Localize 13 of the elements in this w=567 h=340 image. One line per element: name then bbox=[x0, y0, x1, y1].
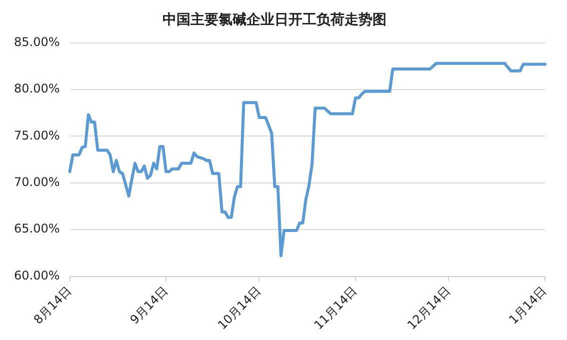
x-tick-label: 11月14日 bbox=[311, 284, 360, 332]
y-tick-label: 70.00% bbox=[14, 174, 60, 189]
x-tick-label: 9月14日 bbox=[127, 284, 170, 327]
y-tick-label: 75.00% bbox=[14, 128, 60, 142]
x-tick-label: 10月14日 bbox=[215, 284, 264, 332]
y-tick-label: 60.00% bbox=[14, 268, 60, 282]
y-tick-label: 85.00% bbox=[14, 34, 60, 49]
x-tick-label: 1月14日 bbox=[506, 284, 550, 327]
x-tick-label: 8月14日 bbox=[31, 284, 74, 327]
x-tick-label: 12月14日 bbox=[404, 284, 454, 332]
chart-title: 中国主要氯碱企业日开工负荷走势图 bbox=[162, 11, 386, 28]
y-tick-label: 80.00% bbox=[14, 82, 60, 96]
y-tick-label: 65.00% bbox=[14, 222, 60, 236]
